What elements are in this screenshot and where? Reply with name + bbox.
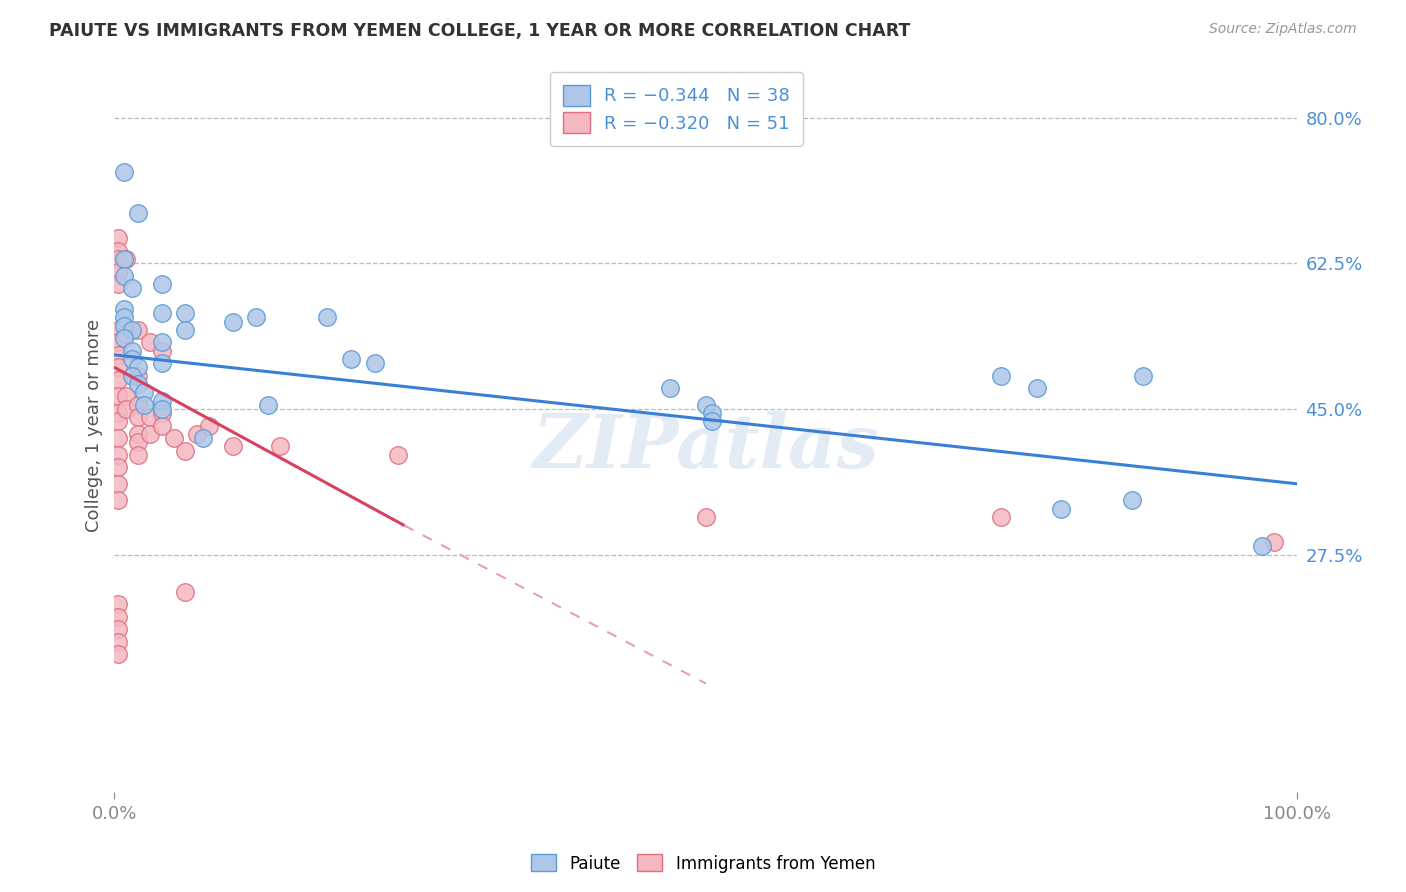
Point	[186, 426, 208, 441]
Point	[107, 493, 129, 508]
Point	[1121, 493, 1143, 508]
Point	[1132, 368, 1154, 383]
Point	[132, 398, 155, 412]
Point	[112, 310, 135, 325]
Point	[191, 431, 214, 445]
Point	[174, 585, 197, 599]
Point	[127, 206, 149, 220]
Point	[695, 510, 717, 524]
Point	[107, 414, 129, 428]
Point	[112, 318, 135, 333]
Point	[221, 439, 243, 453]
Point	[198, 418, 221, 433]
Point	[107, 323, 129, 337]
Point	[107, 231, 129, 245]
Point	[121, 352, 143, 367]
Point	[107, 610, 129, 624]
Point	[139, 410, 162, 425]
Point	[112, 165, 135, 179]
Point	[127, 426, 149, 441]
Point	[700, 406, 723, 420]
Point	[1049, 501, 1071, 516]
Point	[150, 277, 173, 292]
Point	[340, 352, 363, 367]
Point	[127, 376, 149, 391]
Point	[127, 410, 149, 425]
Point	[695, 398, 717, 412]
Point	[150, 343, 173, 358]
Point	[990, 510, 1012, 524]
Point	[107, 431, 129, 445]
Point	[150, 306, 173, 320]
Legend: Paiute, Immigrants from Yemen: Paiute, Immigrants from Yemen	[524, 847, 882, 880]
Point	[112, 302, 135, 317]
Point	[107, 277, 129, 292]
Point	[221, 315, 243, 329]
Point	[107, 635, 129, 649]
Point	[121, 343, 143, 358]
Text: ZIPatlas: ZIPatlas	[533, 411, 879, 483]
Point	[107, 476, 129, 491]
Point	[107, 406, 129, 420]
Point	[115, 401, 138, 416]
Point	[990, 368, 1012, 383]
Point	[107, 448, 129, 462]
Point	[174, 306, 197, 320]
Point	[127, 448, 149, 462]
Point	[107, 598, 129, 612]
Point	[700, 414, 723, 428]
Point	[150, 335, 173, 350]
Y-axis label: College, 1 year or more: College, 1 year or more	[86, 319, 103, 533]
Point	[112, 331, 135, 345]
Text: PAIUTE VS IMMIGRANTS FROM YEMEN COLLEGE, 1 YEAR OR MORE CORRELATION CHART: PAIUTE VS IMMIGRANTS FROM YEMEN COLLEGE,…	[49, 22, 911, 40]
Point	[1263, 535, 1285, 549]
Point	[150, 393, 173, 408]
Point	[112, 252, 135, 267]
Point	[150, 406, 173, 420]
Point	[107, 335, 129, 350]
Point	[107, 348, 129, 362]
Point	[127, 398, 149, 412]
Point	[1026, 381, 1049, 395]
Point	[150, 356, 173, 370]
Point	[115, 252, 138, 267]
Point	[363, 356, 385, 370]
Point	[174, 323, 197, 337]
Point	[269, 439, 291, 453]
Point	[121, 323, 143, 337]
Point	[107, 373, 129, 387]
Point	[107, 623, 129, 637]
Point	[174, 443, 197, 458]
Legend: R = −0.344   N = 38, R = −0.320   N = 51: R = −0.344 N = 38, R = −0.320 N = 51	[550, 72, 803, 145]
Point	[150, 401, 173, 416]
Point	[107, 389, 129, 403]
Point	[115, 389, 138, 403]
Point	[121, 368, 143, 383]
Point	[127, 368, 149, 383]
Text: Source: ZipAtlas.com: Source: ZipAtlas.com	[1209, 22, 1357, 37]
Point	[107, 360, 129, 375]
Point	[132, 385, 155, 400]
Point	[107, 460, 129, 475]
Point	[107, 252, 129, 267]
Point	[245, 310, 267, 325]
Point	[387, 448, 409, 462]
Point	[316, 310, 339, 325]
Point	[150, 418, 173, 433]
Point	[112, 268, 135, 283]
Point	[107, 244, 129, 258]
Point	[659, 381, 682, 395]
Point	[127, 360, 149, 375]
Point	[107, 265, 129, 279]
Point	[115, 327, 138, 342]
Point	[127, 323, 149, 337]
Point	[107, 648, 129, 662]
Point	[1250, 539, 1272, 553]
Point	[162, 431, 184, 445]
Point	[139, 335, 162, 350]
Point	[121, 281, 143, 295]
Point	[257, 398, 280, 412]
Point	[127, 435, 149, 450]
Point	[139, 426, 162, 441]
